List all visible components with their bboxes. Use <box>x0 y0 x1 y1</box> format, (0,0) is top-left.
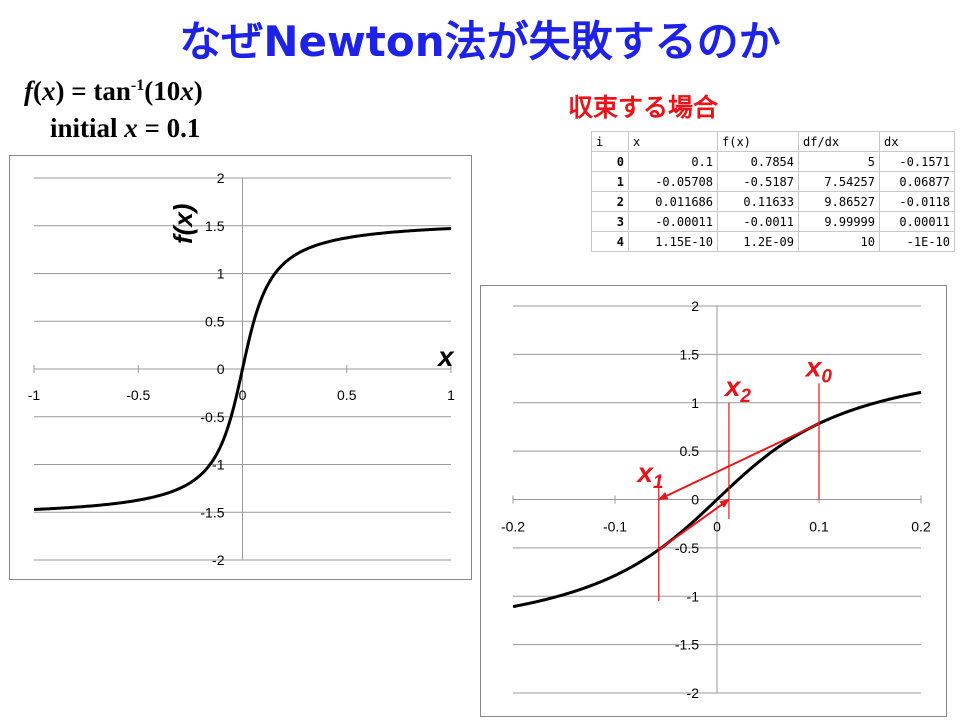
table-row: 3 -0.00011 -0.0011 9.99999 0.00011 <box>591 211 955 232</box>
cell-x: -0.00011 <box>628 211 718 232</box>
cell-dx: -0.1571 <box>879 151 955 172</box>
y-tick-label: -1.5 <box>675 637 699 653</box>
cell-i: 4 <box>591 231 629 252</box>
col-header-dfdx: df/dx <box>798 131 880 152</box>
tangent-arrow <box>658 498 730 551</box>
x-tick-label: 0.2 <box>911 519 931 535</box>
y-tick-label: 0 <box>217 361 225 377</box>
y-tick-label: 0 <box>691 492 699 508</box>
y-tick-label: 1 <box>217 266 225 282</box>
cell-fx: 1.2E-09 <box>717 231 799 252</box>
cell-fx: 0.7854 <box>717 151 799 172</box>
iterate-label-var: x <box>804 352 823 383</box>
x-tick-label: 0 <box>239 387 247 403</box>
col-header-dx: dx <box>879 131 955 152</box>
cell-x: 1.15E-10 <box>628 231 718 252</box>
iterate-label-sub: 1 <box>653 472 664 493</box>
cell-fx: 0.11633 <box>717 191 799 212</box>
cell-x: -0.05708 <box>628 171 718 192</box>
cell-i: 2 <box>591 191 629 212</box>
initial-label: initial <box>50 113 125 143</box>
cell-x: 0.1 <box>628 151 718 172</box>
chart-left-svg: 2 1.5 1 0.5 0 -0.5 -1 -1.5 -2 -1 -0.5 0 0.5 1 f(x) x <box>28 170 455 568</box>
cell-dx: 0.06877 <box>879 171 955 192</box>
y-tick-label: 1.5 <box>680 346 700 362</box>
cell-dx: -1E-10 <box>879 231 955 252</box>
x-tick-label: 0.5 <box>337 387 357 403</box>
formula-arg-open: (10 <box>144 76 181 106</box>
x-tick-label: -0.5 <box>126 387 150 403</box>
table-header-row: i x f(x) df/dx dx <box>591 131 955 152</box>
iteration-table: i x f(x) df/dx dx 0 0.1 0.7854 5 -0.1571… <box>591 131 955 252</box>
cell-fx: -0.5187 <box>717 171 799 192</box>
formula-sup: -1 <box>130 77 145 94</box>
y-axis-title: f(x) <box>168 204 198 244</box>
x-tick-label: 1 <box>447 387 455 403</box>
cell-i: 3 <box>591 211 629 232</box>
y-tick-label: 0.5 <box>205 313 225 329</box>
x-tick-label: 0.1 <box>809 519 829 535</box>
y-tick-label: 0.5 <box>680 443 700 459</box>
cell-fx: -0.0011 <box>717 211 799 232</box>
cell-dx: 0.00011 <box>879 211 955 232</box>
table-row: 4 1.15E-10 1.2E-09 10 -1E-10 <box>591 231 955 252</box>
table-row: 2 0.011686 0.11633 9.86527 -0.0118 <box>591 191 955 212</box>
y-tick-label: -0.5 <box>675 540 699 556</box>
cell-x: 0.011686 <box>628 191 718 212</box>
formula-arg-x: x <box>180 76 194 106</box>
iterate-label: x2 <box>723 371 752 407</box>
chart-right-svg: 21.510.50-0.5-1-1.5-2-0.2 -0.1 0 0.1 0.2x0x1… <box>501 298 931 701</box>
x-tick-label: 0 <box>713 519 721 535</box>
subtitle-converge: 収束する場合 <box>568 93 719 122</box>
formula-x: x <box>42 76 56 106</box>
y-tick-label: 1.5 <box>205 218 225 234</box>
x-tick-label: -1 <box>28 387 41 403</box>
iterate-label-var: x <box>723 371 742 402</box>
iterate-label-var: x <box>635 457 654 488</box>
cell-dfdx: 7.54257 <box>798 171 880 192</box>
cell-dfdx: 10 <box>798 231 880 252</box>
y-tick-label: -1 <box>687 588 700 604</box>
y-tick-label: 1 <box>691 395 699 411</box>
iterate-label: x0 <box>804 352 833 388</box>
x-tick-label: -0.2 <box>501 519 525 535</box>
initial-var: x <box>124 113 138 143</box>
col-header-fx: f(x) <box>717 131 799 152</box>
cell-dx: -0.0118 <box>879 191 955 212</box>
cell-dfdx: 9.86527 <box>798 191 880 212</box>
chart-panel-right: 2 1.5 1 0.5 0 -0.5 -1 -1.5 -2 -0.2 -0.1 0 0.1 0.2 x0 x1… <box>480 285 947 717</box>
function-curve <box>33 227 452 511</box>
table-row: 0 0.1 0.7854 5 -0.1571 <box>591 151 955 172</box>
y-tick-label: -1 <box>212 457 225 473</box>
y-tick-label: -2 <box>687 685 700 701</box>
iterate-label-sub: 2 <box>739 386 751 407</box>
formula-f: f <box>24 76 33 106</box>
formula-arg-close: ) <box>193 76 203 106</box>
cell-dfdx: 5 <box>798 151 880 172</box>
function-formula: f(x) = tan-1(10x) <box>24 76 203 106</box>
cell-i: 1 <box>591 171 629 192</box>
formula-eq: ) = tan <box>55 76 131 106</box>
table-row: 1 -0.05708 -0.5187 7.54257 0.06877 <box>591 171 955 192</box>
y-tick-label: 2 <box>691 298 699 314</box>
x-tick-label: -0.1 <box>603 519 627 535</box>
col-header-x: x <box>628 131 718 152</box>
y-tick-label: 2 <box>217 170 225 186</box>
y-tick-label: -0.5 <box>200 409 224 425</box>
cell-dfdx: 9.99999 <box>798 211 880 232</box>
chart-panel-left: 2 1.5 1 0.5 0 -0.5 -1 -1.5 -2 -1 -0.5 0 0.5 1 f(x) x <box>9 155 472 580</box>
iterate-label: x1 <box>635 457 663 493</box>
page-title: なぜNewton法が失敗するのか <box>179 17 781 66</box>
y-tick-label: -1.5 <box>200 504 224 520</box>
initial-value: = 0.1 <box>137 113 201 143</box>
col-header-i: i <box>591 131 629 152</box>
y-tick-label: -2 <box>212 552 225 568</box>
function-curve <box>512 390 922 609</box>
x-axis-title: x <box>436 341 455 372</box>
initial-condition: initial x = 0.1 <box>50 113 200 144</box>
tangent-arrow <box>657 422 820 501</box>
iterate-label-sub: 0 <box>821 367 832 388</box>
cell-i: 0 <box>591 151 629 172</box>
